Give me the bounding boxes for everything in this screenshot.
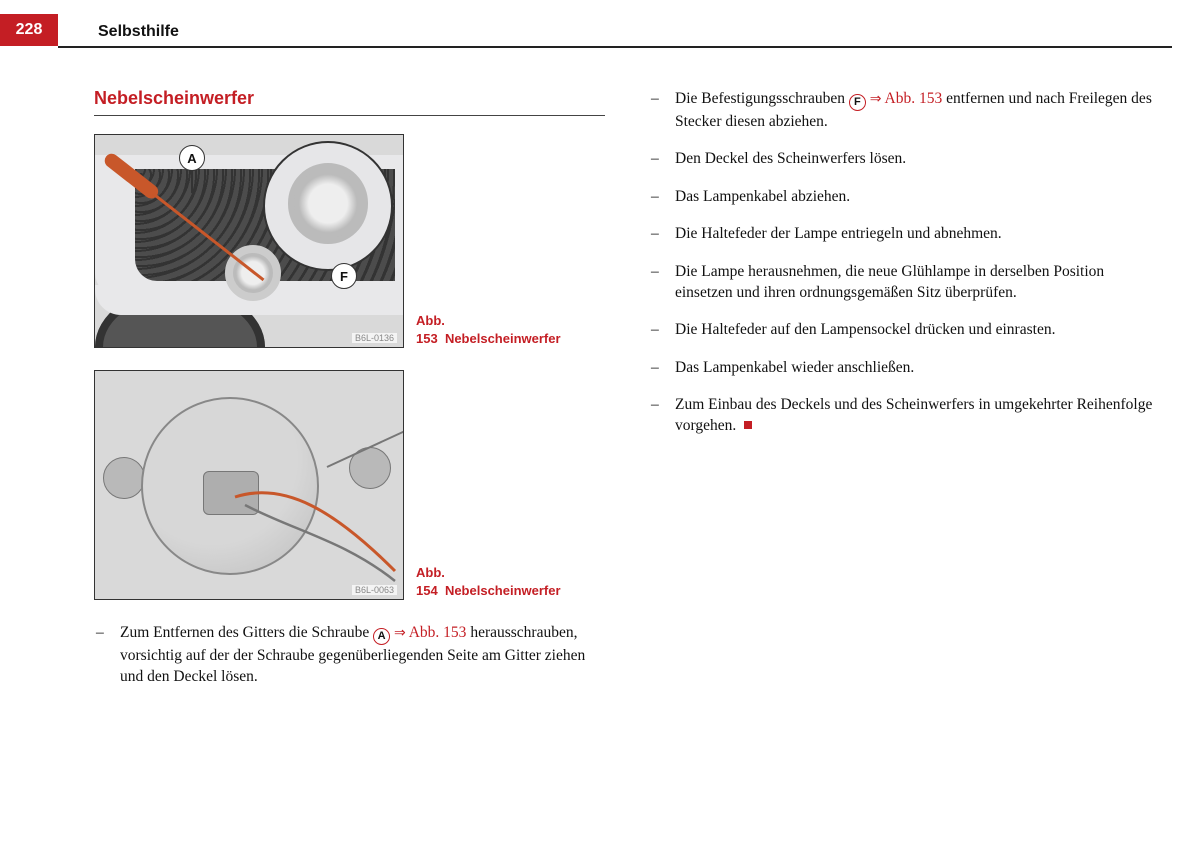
figure-154-row: B6L-0063 Abb. 154 Nebelscheinwerfer — [94, 370, 605, 600]
step-item: Die Lampe herausnehmen, die neue Glühlam… — [649, 261, 1160, 304]
step-text: Die Haltefeder der Lampe entriegeln und … — [675, 225, 1002, 242]
ref-link: Abb. 153 — [409, 624, 467, 641]
figure-153-title: Nebelscheinwerfer — [445, 331, 561, 346]
ref-arrow-icon: ⇒ — [870, 92, 882, 107]
left-steps-list: Zum Entfernen des Gitters die Schraube A… — [94, 622, 605, 688]
figure-154-title: Nebelscheinwerfer — [445, 583, 561, 598]
page-header: 228 Selbsthilfe — [0, 14, 1200, 46]
figure-154-id: Abb. 154 — [416, 565, 445, 598]
figure-154-caption: Abb. 154 Nebelscheinwerfer — [416, 564, 576, 600]
figure-154-watermark: B6L-0063 — [352, 585, 397, 595]
figure-153-watermark: B6L-0136 — [352, 333, 397, 343]
callout-f-icon: F — [331, 263, 357, 289]
step-item: Die Befestigungsschrauben F ⇒ Abb. 153 e… — [649, 88, 1160, 132]
step-item: Das Lampenkabel wieder anschließen. — [649, 357, 1160, 378]
figure-153-caption: Abb. 153 Nebelscheinwerfer — [416, 312, 576, 348]
step-text: Das Lampenkabel abziehen. — [675, 188, 850, 205]
step-item: Zum Entfernen des Gitters die Schraube A… — [94, 622, 605, 688]
step-item: Den Deckel des Scheinwerfers lösen. — [649, 148, 1160, 169]
cable-icon — [95, 371, 403, 599]
step-text: Das Lampenkabel wieder anschließen. — [675, 359, 914, 376]
step-text: Den Deckel des Scheinwerfers lösen. — [675, 150, 906, 167]
ref-link: Abb. 153 — [885, 90, 943, 107]
figure-153: A F B6L-0136 — [94, 134, 404, 348]
running-head: Selbsthilfe — [98, 19, 179, 41]
ref-letter-f-icon: F — [849, 94, 866, 111]
right-column: Die Befestigungsschrauben F ⇒ Abb. 153 e… — [649, 88, 1160, 829]
section-heading: Nebelscheinwerfer — [94, 88, 605, 116]
header-rule — [58, 46, 1172, 48]
step-text-pre: Zum Entfernen des Gitters die Schraube — [120, 624, 373, 641]
figure-153-id: Abb. 153 — [416, 313, 445, 346]
step-text: Die Haltefeder auf den Lampensockel drüc… — [675, 321, 1055, 338]
figure-153-row: A F B6L-0136 Abb. 153 Nebelscheinwerfer — [94, 134, 605, 348]
step-item: Die Haltefeder der Lampe entriegeln und … — [649, 223, 1160, 244]
end-marker-icon — [744, 421, 752, 429]
page-number: 228 — [0, 14, 58, 46]
ref-letter-a-icon: A — [373, 628, 390, 645]
ref-arrow-icon: ⇒ — [394, 626, 406, 641]
content-columns: Nebelscheinwerfer A F B6L-0136 Abb. 153 … — [94, 88, 1160, 829]
step-item: Das Lampenkabel abziehen. — [649, 186, 1160, 207]
callout-a-icon: A — [179, 145, 205, 171]
step-text: Die Lampe herausnehmen, die neue Glühlam… — [675, 263, 1104, 301]
step-item: Die Haltefeder auf den Lampensockel drüc… — [649, 319, 1160, 340]
figure-154: B6L-0063 — [94, 370, 404, 600]
right-steps-list: Die Befestigungsschrauben F ⇒ Abb. 153 e… — [649, 88, 1160, 437]
step-text-pre: Die Befestigungsschrauben — [675, 90, 849, 107]
left-column: Nebelscheinwerfer A F B6L-0136 Abb. 153 … — [94, 88, 605, 829]
step-item: Zum Einbau des Deckels und des Scheinwer… — [649, 394, 1160, 437]
